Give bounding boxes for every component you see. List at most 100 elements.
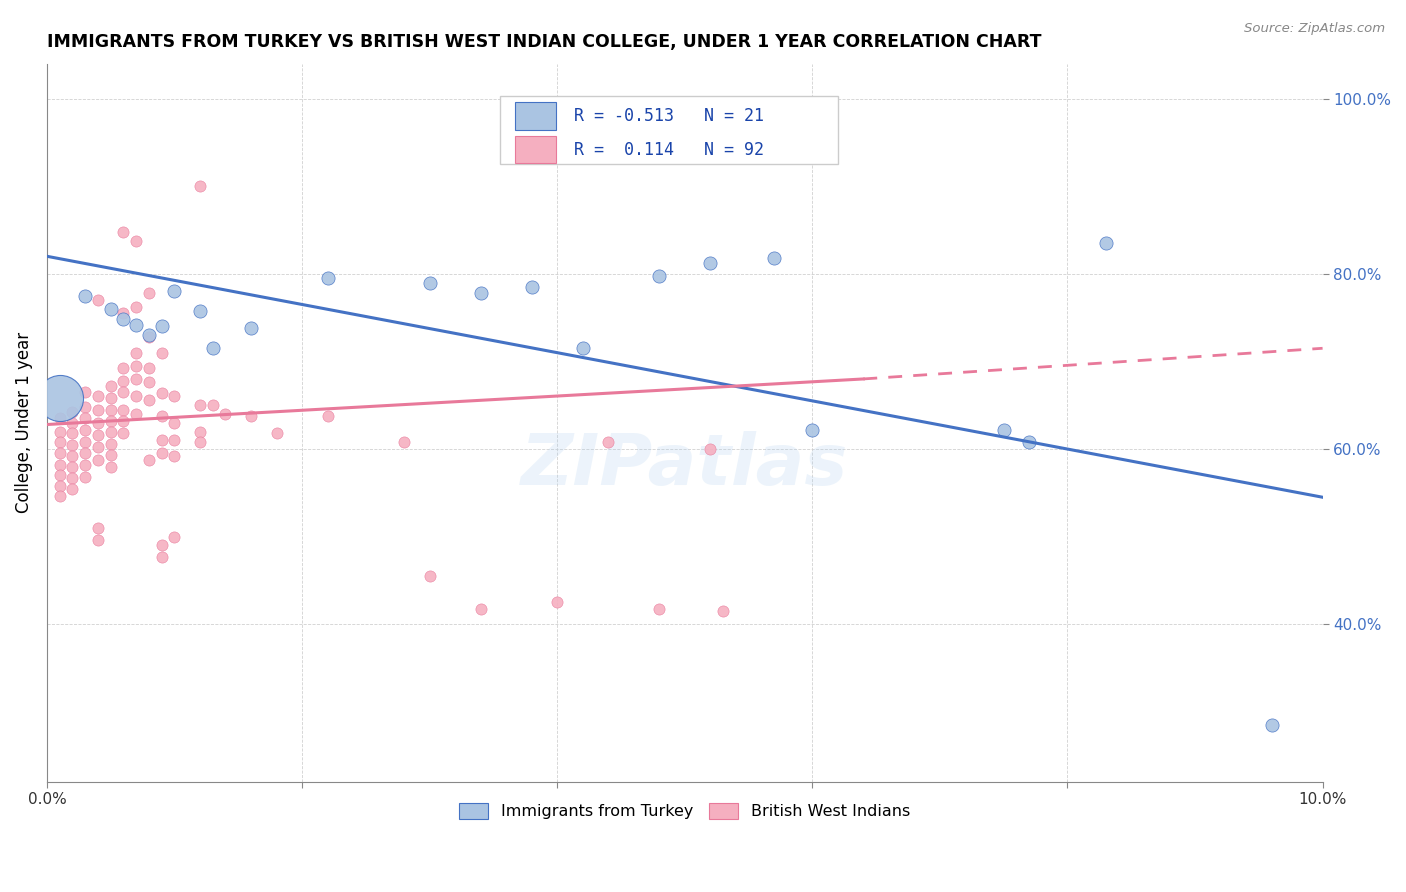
Point [112,374,135,388]
Point [150,409,173,423]
Point [125,407,148,421]
Point [48,489,70,503]
Point [60,416,83,430]
Point [87,293,110,307]
Point [993,423,1015,437]
Point [48,391,70,405]
Point [188,435,211,450]
Point [87,533,110,548]
Point [112,306,135,320]
Point [763,251,786,265]
Point [48,479,70,493]
Point [598,435,620,450]
Point [138,286,160,301]
Point [87,521,110,535]
Point [125,345,148,359]
Point [138,361,160,376]
Point [48,435,70,450]
Point [48,425,70,439]
Text: IMMIGRANTS FROM TURKEY VS BRITISH WEST INDIAN COLLEGE, UNDER 1 YEAR CORRELATION : IMMIGRANTS FROM TURKEY VS BRITISH WEST I… [46,33,1042,51]
Point [112,361,135,376]
Point [48,445,70,459]
Point [316,271,339,285]
Point [60,471,83,485]
Point [648,268,671,283]
Point [125,359,148,373]
Point [125,300,148,314]
Point [100,379,122,393]
Point [75,446,97,460]
Point [100,414,122,428]
Point [48,458,70,472]
Point [75,289,97,303]
Point [112,385,135,400]
Point [240,321,263,335]
Point [100,425,122,440]
Point [419,569,441,583]
Y-axis label: College, Under 1 year: College, Under 1 year [15,332,32,513]
FancyBboxPatch shape [499,95,838,164]
Point [48,411,70,425]
Point [87,440,110,454]
Point [100,301,122,316]
Point [138,375,160,389]
Point [150,319,173,334]
Point [214,407,236,421]
Point [1018,435,1040,450]
Point [125,234,148,248]
Point [470,601,492,615]
Point [150,386,173,401]
Point [648,601,671,615]
Point [1094,236,1116,251]
FancyBboxPatch shape [515,103,555,129]
Point [711,604,734,618]
Point [125,318,148,332]
Point [112,402,135,417]
Point [316,409,339,423]
Point [100,448,122,462]
Point [150,434,173,448]
Point [75,435,97,450]
Point [87,452,110,467]
Point [75,385,97,400]
FancyBboxPatch shape [515,136,555,163]
Point [87,389,110,403]
Point [138,392,160,407]
Point [75,400,97,414]
Point [112,414,135,428]
Text: ZIPatlas: ZIPatlas [522,432,848,500]
Point [60,483,83,497]
Text: R = -0.513   N = 21: R = -0.513 N = 21 [574,107,763,125]
Point [188,303,211,318]
Point [163,285,186,299]
Point [150,445,173,459]
Point [150,549,173,564]
Point [699,442,721,456]
Point [163,416,186,430]
Text: Source: ZipAtlas.com: Source: ZipAtlas.com [1244,22,1385,36]
Point [163,389,186,403]
Point [75,470,97,484]
Point [87,416,110,430]
Point [125,389,148,403]
Point [75,458,97,472]
Point [87,402,110,417]
Point [48,468,70,483]
Point [240,409,263,423]
Point [138,330,160,344]
Point [75,411,97,425]
Point [1260,718,1282,732]
Text: R =  0.114   N = 92: R = 0.114 N = 92 [574,141,763,159]
Point [138,328,160,343]
Point [100,391,122,405]
Point [112,225,135,239]
Point [188,425,211,439]
Point [87,428,110,442]
Point [100,402,122,417]
Point [163,449,186,463]
Point [60,426,83,441]
Point [571,341,593,355]
Point [163,434,186,448]
Point [100,459,122,474]
Point [150,538,173,552]
